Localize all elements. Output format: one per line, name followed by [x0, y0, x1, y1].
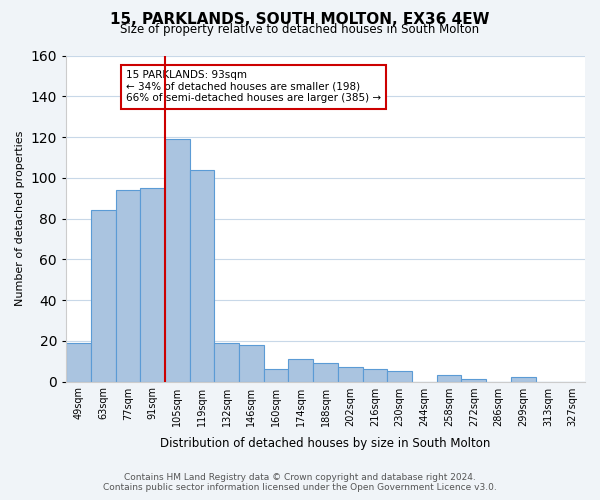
Bar — [511, 378, 536, 382]
Text: Size of property relative to detached houses in South Molton: Size of property relative to detached ho… — [121, 22, 479, 36]
Bar — [214, 343, 239, 382]
Text: Contains HM Land Registry data © Crown copyright and database right 2024.
Contai: Contains HM Land Registry data © Crown c… — [103, 473, 497, 492]
Bar — [239, 345, 264, 382]
Bar — [362, 370, 388, 382]
Bar — [388, 372, 412, 382]
Bar — [66, 343, 91, 382]
Bar — [289, 359, 313, 382]
Bar — [116, 190, 140, 382]
Bar — [437, 376, 461, 382]
Bar — [165, 139, 190, 382]
Bar — [338, 368, 362, 382]
Bar — [461, 380, 486, 382]
Bar — [313, 363, 338, 382]
Y-axis label: Number of detached properties: Number of detached properties — [15, 131, 25, 306]
Bar — [140, 188, 165, 382]
X-axis label: Distribution of detached houses by size in South Molton: Distribution of detached houses by size … — [160, 437, 491, 450]
Bar — [264, 370, 289, 382]
Text: 15 PARKLANDS: 93sqm
← 34% of detached houses are smaller (198)
66% of semi-detac: 15 PARKLANDS: 93sqm ← 34% of detached ho… — [126, 70, 381, 103]
Text: 15, PARKLANDS, SOUTH MOLTON, EX36 4EW: 15, PARKLANDS, SOUTH MOLTON, EX36 4EW — [110, 12, 490, 28]
Bar — [190, 170, 214, 382]
Bar — [91, 210, 116, 382]
